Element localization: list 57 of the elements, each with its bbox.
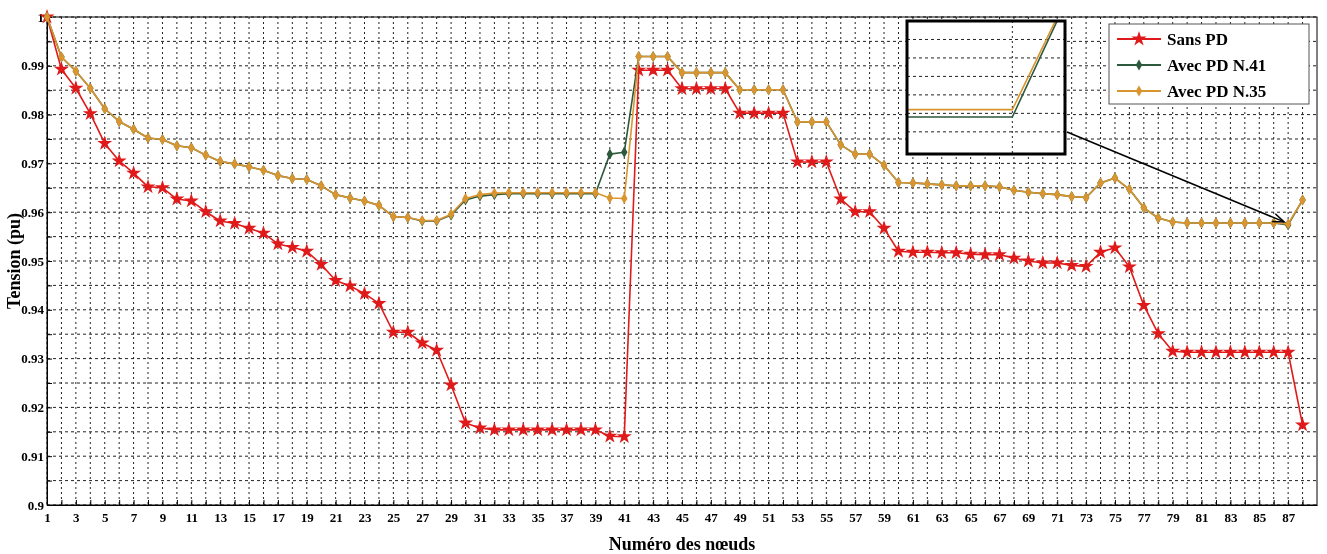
legend-label: Sans PD [1167, 30, 1228, 49]
x-tick-label: 59 [878, 510, 892, 526]
x-tick-label: 65 [964, 510, 979, 526]
x-tick-label: 63 [935, 510, 950, 526]
x-tick-label: 49 [733, 510, 748, 526]
x-tick-label: 67 [993, 510, 1007, 526]
y-tick-label: 0.92 [21, 400, 44, 416]
y-tick-label: 0.9 [27, 497, 45, 513]
x-tick-label: 87 [1282, 510, 1296, 526]
x-tick-label: 39 [589, 510, 603, 526]
x-tick-label: 9 [159, 510, 167, 526]
y-tick-label: 0.93 [21, 351, 45, 367]
x-axis-title: Numéro des nœuds [608, 534, 756, 554]
x-tick-label: 69 [1022, 510, 1036, 526]
x-tick-label: 77 [1137, 510, 1152, 526]
legend-label: Avec PD N.41 [1167, 56, 1267, 75]
x-tick-label: 75 [1108, 510, 1123, 526]
x-tick-label: 17 [271, 510, 286, 526]
x-tick-label: 81 [1195, 510, 1209, 526]
x-tick-label: 51 [762, 510, 776, 526]
x-tick-label: 85 [1253, 510, 1267, 526]
x-tick-label: 3 [73, 510, 81, 526]
x-tick-label: 47 [704, 510, 719, 526]
x-tick-label: 11 [185, 510, 198, 526]
x-tick-label: 35 [531, 510, 546, 526]
x-tick-label: 29 [445, 510, 459, 526]
x-tick-label: 71 [1051, 510, 1065, 526]
y-tick-label: 0.99 [21, 58, 45, 74]
x-tick-label: 7 [130, 510, 138, 526]
x-tick-label: 23 [358, 510, 372, 526]
x-tick-label: 5 [101, 510, 109, 526]
y-tick-label: 0.95 [21, 253, 45, 269]
x-tick-label: 41 [618, 510, 632, 526]
x-tick-label: 13 [214, 510, 228, 526]
x-tick-label: 21 [329, 510, 343, 526]
x-tick-label: 61 [906, 510, 920, 526]
x-tick-label: 33 [502, 510, 517, 526]
y-tick-label: 0.98 [21, 107, 45, 123]
x-tick-label: 45 [676, 510, 690, 526]
x-tick-label: 57 [849, 510, 863, 526]
x-tick-label: 79 [1166, 510, 1181, 526]
x-tick-label: 31 [473, 510, 487, 526]
x-tick-label: 37 [560, 510, 575, 526]
y-tick-label: 0.97 [21, 156, 45, 172]
y-tick-label: 0.94 [21, 302, 45, 318]
x-tick-label: 15 [243, 510, 257, 526]
x-tick-label: 25 [387, 510, 401, 526]
x-tick-label: 27 [416, 510, 430, 526]
x-tick-label: 55 [820, 510, 834, 526]
x-tick-label: 73 [1080, 510, 1094, 526]
x-tick-label: 83 [1224, 510, 1238, 526]
x-tick-label: 43 [647, 510, 661, 526]
y-tick-label: 0.91 [21, 448, 44, 464]
y-tick-label: 1 [37, 9, 44, 25]
x-tick-label: 19 [300, 510, 315, 526]
x-tick-label: 53 [791, 510, 805, 526]
legend-label: Avec PD N.35 [1167, 82, 1267, 101]
